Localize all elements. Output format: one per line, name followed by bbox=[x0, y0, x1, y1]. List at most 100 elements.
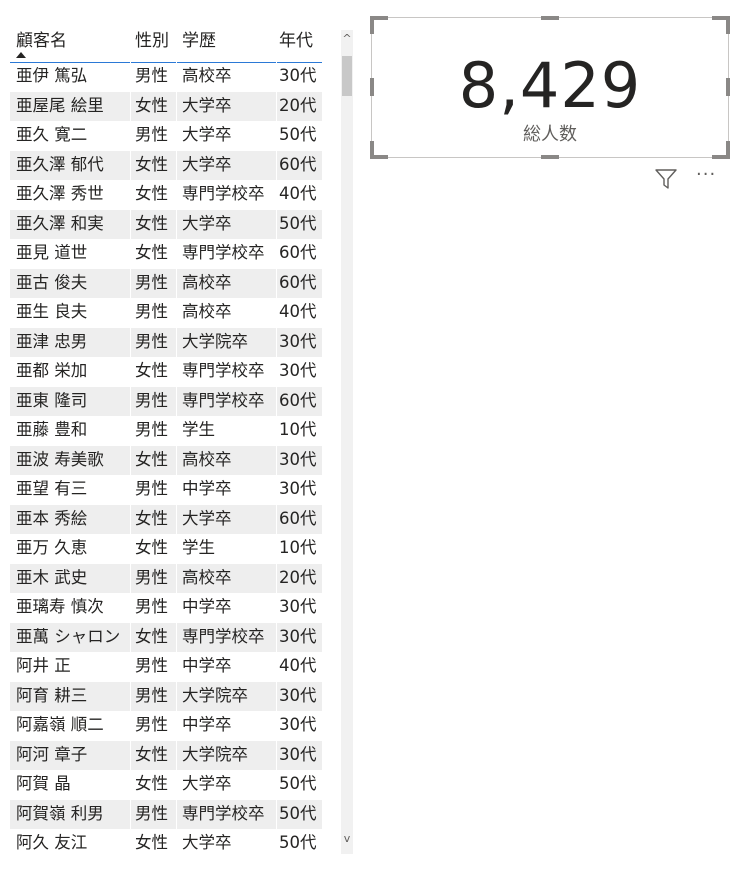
column-divider bbox=[130, 504, 131, 534]
cell-name: 亜藤 豊和 bbox=[16, 420, 88, 439]
resize-handle-top[interactable] bbox=[541, 16, 559, 20]
cell-education: 中学卒 bbox=[182, 479, 232, 498]
table-row[interactable]: 阿賀 晶 女性 大学卒 50代 bbox=[10, 770, 322, 800]
column-divider bbox=[276, 327, 277, 357]
column-divider bbox=[276, 681, 277, 711]
table-row[interactable]: 阿育 耕三 男性 大学院卒 30代 bbox=[10, 681, 322, 711]
scroll-thumb[interactable] bbox=[342, 56, 352, 96]
cell-education: 中学卒 bbox=[182, 656, 232, 675]
table-row[interactable]: 亜都 栄加 女性 専門学校卒 30代 bbox=[10, 357, 322, 387]
cell-name: 亜久澤 郁代 bbox=[16, 154, 104, 174]
filter-icon[interactable] bbox=[654, 168, 678, 190]
cell-age: 30代 bbox=[279, 479, 317, 498]
table-row[interactable]: 亜久澤 秀世 女性 専門学校卒 40代 bbox=[10, 180, 322, 210]
cell-name: 亜久 寛二 bbox=[16, 125, 88, 144]
table-row[interactable]: 亜久 寛二 男性 大学卒 50代 bbox=[10, 121, 322, 151]
cell-name: 亜生 良夫 bbox=[16, 302, 88, 321]
table-row[interactable]: 亜璃寿 慎次 男性 中学卒 30代 bbox=[10, 593, 322, 623]
column-divider bbox=[276, 740, 277, 770]
cell-education: 高校卒 bbox=[182, 302, 232, 321]
cell-education: 高校卒 bbox=[182, 567, 232, 587]
cell-education: 専門学校卒 bbox=[182, 626, 265, 646]
table-row[interactable]: 亜萬 シャロン 女性 専門学校卒 30代 bbox=[10, 622, 322, 652]
resize-handle-left[interactable] bbox=[370, 78, 374, 96]
cell-age: 30代 bbox=[279, 361, 317, 380]
total-count-card[interactable]: 8,429 総人数 bbox=[370, 16, 730, 159]
cell-age: 30代 bbox=[279, 66, 317, 85]
column-header-gender[interactable]: 性別 bbox=[135, 31, 169, 51]
resize-handle-top-left[interactable] bbox=[370, 16, 388, 34]
cell-education: 大学卒 bbox=[182, 95, 232, 115]
column-divider bbox=[176, 268, 177, 298]
column-divider bbox=[176, 681, 177, 711]
table-row[interactable]: 亜屋尾 絵里 女性 大学卒 20代 bbox=[10, 91, 322, 121]
table-row[interactable]: 阿久 友江 女性 大学卒 50代 bbox=[10, 829, 322, 859]
table-body: 亜伊 篤弘 男性 高校卒 30代 亜屋尾 絵里 女性 大学卒 20代 亜久 寛二 男性 大学卒 50代… bbox=[10, 62, 322, 862]
column-divider bbox=[176, 534, 177, 564]
cell-education: 大学院卒 bbox=[182, 685, 248, 705]
column-header-education[interactable]: 学歴 bbox=[182, 31, 216, 51]
resize-handle-bottom[interactable] bbox=[541, 155, 559, 159]
resize-handle-right[interactable] bbox=[726, 78, 730, 96]
cell-gender: 男性 bbox=[135, 66, 168, 85]
column-divider bbox=[176, 829, 177, 859]
table-scrollbar[interactable]: ^ v bbox=[341, 30, 353, 854]
column-divider bbox=[176, 504, 177, 534]
resize-handle-bottom-left[interactable] bbox=[370, 141, 388, 159]
more-options-icon[interactable]: ··· bbox=[696, 164, 717, 185]
table-row[interactable]: 亜伊 篤弘 男性 高校卒 30代 bbox=[10, 62, 322, 92]
table-row[interactable]: 亜波 寿美歌 女性 高校卒 30代 bbox=[10, 445, 322, 475]
column-divider bbox=[130, 534, 131, 564]
card-value: 8,429 bbox=[458, 49, 642, 122]
column-divider bbox=[176, 327, 177, 357]
cell-gender: 女性 bbox=[135, 184, 168, 203]
cell-age: 10代 bbox=[279, 538, 317, 557]
cell-education: 高校卒 bbox=[182, 449, 232, 469]
cell-education: 専門学校卒 bbox=[182, 184, 265, 203]
cell-age: 50代 bbox=[279, 833, 317, 852]
table-row[interactable]: 阿嘉嶺 順二 男性 中学卒 30代 bbox=[10, 711, 322, 741]
cell-gender: 女性 bbox=[135, 213, 168, 233]
table-row[interactable]: 亜藤 豊和 男性 学生 10代 bbox=[10, 416, 322, 446]
table-row[interactable]: 亜東 隆司 男性 専門学校卒 60代 bbox=[10, 386, 322, 416]
cell-gender: 男性 bbox=[135, 331, 168, 351]
table-row[interactable]: 亜津 忠男 男性 大学院卒 30代 bbox=[10, 327, 322, 357]
table-row[interactable]: 亜久澤 郁代 女性 大学卒 60代 bbox=[10, 150, 322, 180]
sort-ascending-icon[interactable] bbox=[16, 52, 26, 58]
cell-education: 学生 bbox=[182, 538, 215, 557]
cell-age: 60代 bbox=[279, 154, 317, 174]
column-divider bbox=[176, 121, 177, 151]
chevron-down-icon[interactable]: v bbox=[343, 832, 351, 845]
table-row[interactable]: 亜古 俊夫 男性 高校卒 60代 bbox=[10, 268, 322, 298]
column-divider bbox=[130, 298, 131, 328]
column-header-age[interactable]: 年代 bbox=[279, 31, 313, 51]
table-row[interactable]: 亜生 良夫 男性 高校卒 40代 bbox=[10, 298, 322, 328]
table-row[interactable]: 亜本 秀絵 女性 大学卒 60代 bbox=[10, 504, 322, 534]
resize-handle-top-right[interactable] bbox=[712, 16, 730, 34]
resize-handle-bottom-right[interactable] bbox=[712, 141, 730, 159]
cell-age: 50代 bbox=[279, 213, 317, 233]
column-header-name[interactable]: 顧客名 bbox=[16, 31, 67, 51]
cell-name: 亜久澤 和実 bbox=[16, 213, 104, 233]
table-row[interactable]: 亜望 有三 男性 中学卒 30代 bbox=[10, 475, 322, 505]
table-row[interactable]: 阿賀嶺 利男 男性 専門学校卒 50代 bbox=[10, 799, 322, 829]
column-divider bbox=[276, 209, 277, 239]
chevron-up-icon[interactable]: ^ bbox=[342, 32, 352, 45]
cell-age: 20代 bbox=[279, 567, 317, 587]
column-divider bbox=[276, 829, 277, 859]
table-row[interactable]: 亜木 武史 男性 高校卒 20代 bbox=[10, 563, 322, 593]
table-row[interactable]: 亜万 久恵 女性 学生 10代 bbox=[10, 534, 322, 564]
column-divider bbox=[130, 327, 131, 357]
cell-education: 大学院卒 bbox=[182, 331, 248, 351]
table-row[interactable]: 阿河 章子 女性 大学院卒 30代 bbox=[10, 740, 322, 770]
cell-name: 亜本 秀絵 bbox=[16, 508, 88, 528]
column-divider bbox=[276, 357, 277, 387]
column-divider bbox=[176, 740, 177, 770]
column-divider bbox=[130, 416, 131, 446]
table-row[interactable]: 亜見 道世 女性 専門学校卒 60代 bbox=[10, 239, 322, 269]
cell-education: 大学卒 bbox=[182, 125, 232, 144]
column-divider bbox=[130, 563, 131, 593]
table-row[interactable]: 阿井 正 男性 中学卒 40代 bbox=[10, 652, 322, 682]
cell-age: 50代 bbox=[279, 803, 317, 823]
table-row[interactable]: 亜久澤 和実 女性 大学卒 50代 bbox=[10, 209, 322, 239]
